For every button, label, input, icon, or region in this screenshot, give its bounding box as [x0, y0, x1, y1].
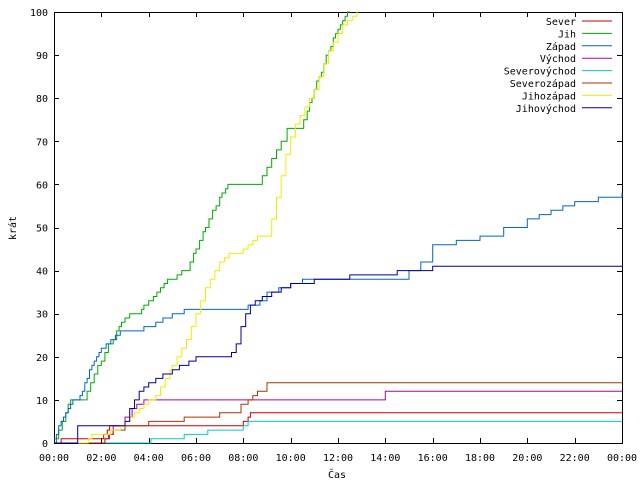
y-tick-label: 60: [36, 180, 48, 191]
legend-label-jihovychod: Jihovýchod: [516, 103, 576, 115]
series-line-jihozapad: [54, 12, 358, 444]
legend-label-jih: Jih: [558, 29, 576, 40]
series-line-jih: [54, 11, 350, 440]
legend-label-vychod: Východ: [540, 53, 576, 65]
x-tick-label: 22:00: [560, 453, 590, 464]
x-axis-title: Čas: [328, 468, 346, 480]
legend-label-sever: Sever: [546, 17, 576, 28]
legend-label-jihozapad: Jihozápad: [522, 90, 576, 102]
y-tick-label: 0: [42, 439, 48, 450]
y-tick-label: 20: [36, 353, 48, 364]
series-line-severovychod: [54, 420, 622, 444]
y-tick-label: 70: [36, 137, 48, 148]
series-line-zapad: [54, 193, 623, 444]
legend-label-severovychod: Severovýchod: [504, 66, 576, 78]
series-lines: [54, 11, 623, 444]
y-tick-label: 80: [36, 94, 48, 105]
x-tick-label: 16:00: [418, 453, 448, 464]
x-tick-label: 06:00: [181, 453, 211, 464]
legend: SeverJihZápadVýchodSeverovýchodSeverozáp…: [504, 17, 612, 115]
x-tick-label: 12:00: [323, 453, 353, 464]
x-tick-label: 14:00: [370, 453, 400, 464]
y-tick-label: 90: [36, 51, 48, 62]
x-tick-label: 00:00: [607, 453, 637, 464]
legend-label-severozapad: Severozápad: [510, 78, 576, 90]
y-tick-label: 50: [36, 224, 48, 235]
x-tick-label: 00:00: [39, 453, 69, 464]
y-tick-label: 10: [36, 396, 48, 407]
y-tick-label: 100: [30, 8, 48, 19]
legend-label-zapad: Západ: [546, 41, 576, 53]
x-tick-label: 02:00: [86, 453, 116, 464]
x-tick-label: 04:00: [134, 453, 164, 464]
series-line-severozapad: [54, 382, 622, 444]
x-tick-label: 08:00: [228, 453, 258, 464]
x-tick-label: 10:00: [276, 453, 306, 464]
series-line-sever: [56, 412, 622, 444]
y-tick-label: 30: [36, 310, 48, 321]
x-tick-label: 18:00: [465, 453, 495, 464]
series-line-jihovychod: [54, 265, 622, 444]
y-tick-label: 40: [36, 267, 48, 278]
x-tick-label: 20:00: [512, 453, 542, 464]
y-axis-title: krát: [7, 216, 19, 240]
axes: 0 10 20 30 40 50 60 70 80 90 100 00:00 02:00 04:00 06:…: [30, 8, 637, 464]
